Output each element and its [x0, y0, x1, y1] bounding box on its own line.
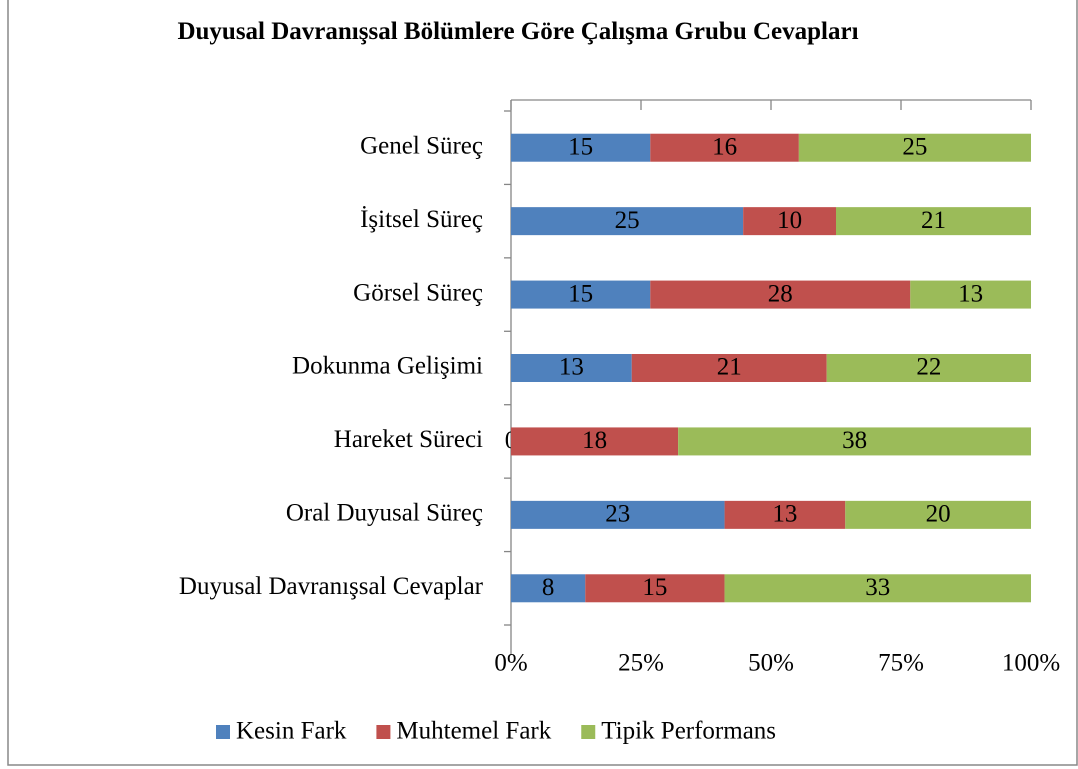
x-tick-label: 50% — [748, 650, 794, 677]
legend-swatch — [216, 725, 230, 739]
legend-swatch — [581, 725, 596, 739]
data-label: 33 — [865, 574, 890, 601]
x-tick-label: 100% — [1002, 650, 1060, 677]
data-label: 23 — [605, 501, 630, 528]
data-label: 15 — [568, 133, 593, 160]
y-tick-label: Duyusal Davranışsal Cevaplar — [179, 573, 484, 600]
data-label: 15 — [568, 280, 593, 307]
y-tick-label: Genel Süreç — [360, 132, 483, 159]
chart-border — [7, 0, 1078, 766]
data-label: 13 — [772, 501, 797, 528]
y-tick-label: Hareket Süreci — [334, 426, 483, 453]
data-label: 38 — [842, 427, 867, 454]
y-tick-label: İşitsel Süreç — [360, 206, 483, 233]
y-tick-label: Dokunma Gelişimi — [292, 353, 483, 380]
bar-segment — [511, 574, 586, 603]
data-label: 22 — [916, 354, 941, 381]
data-label: 28 — [768, 280, 793, 307]
y-tick-label: Oral Duyusal Süreç — [286, 500, 483, 527]
bar-segment — [511, 354, 632, 382]
bar-segment — [511, 207, 744, 236]
data-label: 15 — [642, 574, 667, 601]
data-label: 10 — [777, 207, 802, 234]
bar-segment — [631, 354, 827, 382]
data-label: 25 — [902, 133, 927, 160]
data-label: 13 — [559, 354, 584, 381]
data-label: 8 — [542, 574, 555, 601]
legend-label: Muhtemel Fark — [396, 718, 551, 745]
bar-segment — [650, 280, 911, 309]
data-label: 16 — [712, 133, 737, 160]
bar-segment — [511, 280, 651, 309]
data-label: 18 — [582, 427, 607, 454]
bar-segment — [511, 133, 651, 162]
legend-swatch — [376, 725, 391, 739]
data-label: 21 — [921, 207, 946, 234]
data-label: 13 — [958, 280, 983, 307]
x-tick-label: 25% — [618, 650, 664, 677]
bar-segment — [678, 427, 1031, 456]
x-tick-label: 0% — [494, 650, 527, 677]
bar-segment — [845, 500, 1031, 529]
x-tick-label: 75% — [878, 650, 924, 677]
chart-title: Duyusal Davranışsal Bölümlere Göre Çalış… — [177, 18, 859, 45]
bar-segment — [650, 133, 799, 162]
bar-segment — [511, 427, 679, 456]
bar-segment — [724, 574, 1031, 603]
bar-segment — [743, 207, 836, 236]
legend-label: Kesin Fark — [236, 718, 347, 745]
bar-segment — [910, 280, 1031, 309]
bar-segment — [836, 207, 1031, 236]
data-label: 25 — [615, 207, 640, 234]
data-label: 20 — [926, 501, 951, 528]
bar-segment — [585, 574, 725, 603]
bar-segment — [724, 500, 846, 529]
bar-segment — [798, 133, 1031, 162]
y-tick-label: Görsel Süreç — [353, 279, 483, 306]
data-label: 21 — [717, 354, 742, 381]
legend-label: Tipik Performans — [601, 718, 776, 745]
bar-segment — [511, 500, 725, 529]
bar-segment — [826, 354, 1031, 382]
